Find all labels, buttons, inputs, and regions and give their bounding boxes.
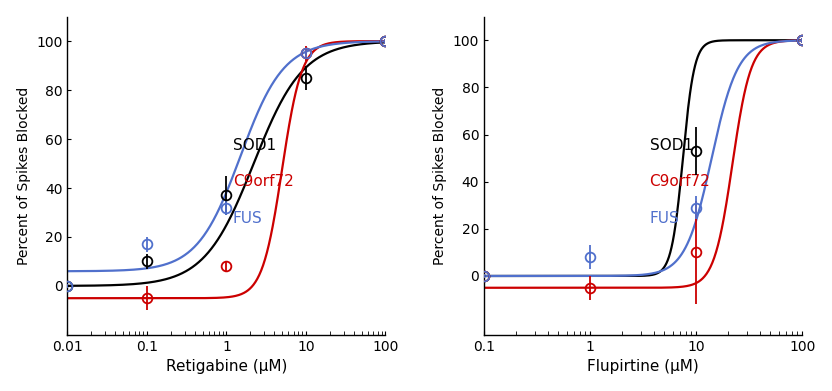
Text: SOD1: SOD1 bbox=[233, 138, 276, 152]
Text: SOD1: SOD1 bbox=[650, 138, 692, 152]
Text: FUS: FUS bbox=[233, 211, 263, 226]
Text: C9orf72: C9orf72 bbox=[650, 174, 711, 189]
Text: FUS: FUS bbox=[650, 211, 679, 226]
Y-axis label: Percent of Spikes Blocked: Percent of Spikes Blocked bbox=[433, 87, 448, 265]
Text: C9orf72: C9orf72 bbox=[233, 174, 294, 189]
X-axis label: Retigabine (μM): Retigabine (μM) bbox=[166, 359, 287, 374]
X-axis label: Flupirtine (μM): Flupirtine (μM) bbox=[587, 359, 699, 374]
Y-axis label: Percent of Spikes Blocked: Percent of Spikes Blocked bbox=[17, 87, 31, 265]
